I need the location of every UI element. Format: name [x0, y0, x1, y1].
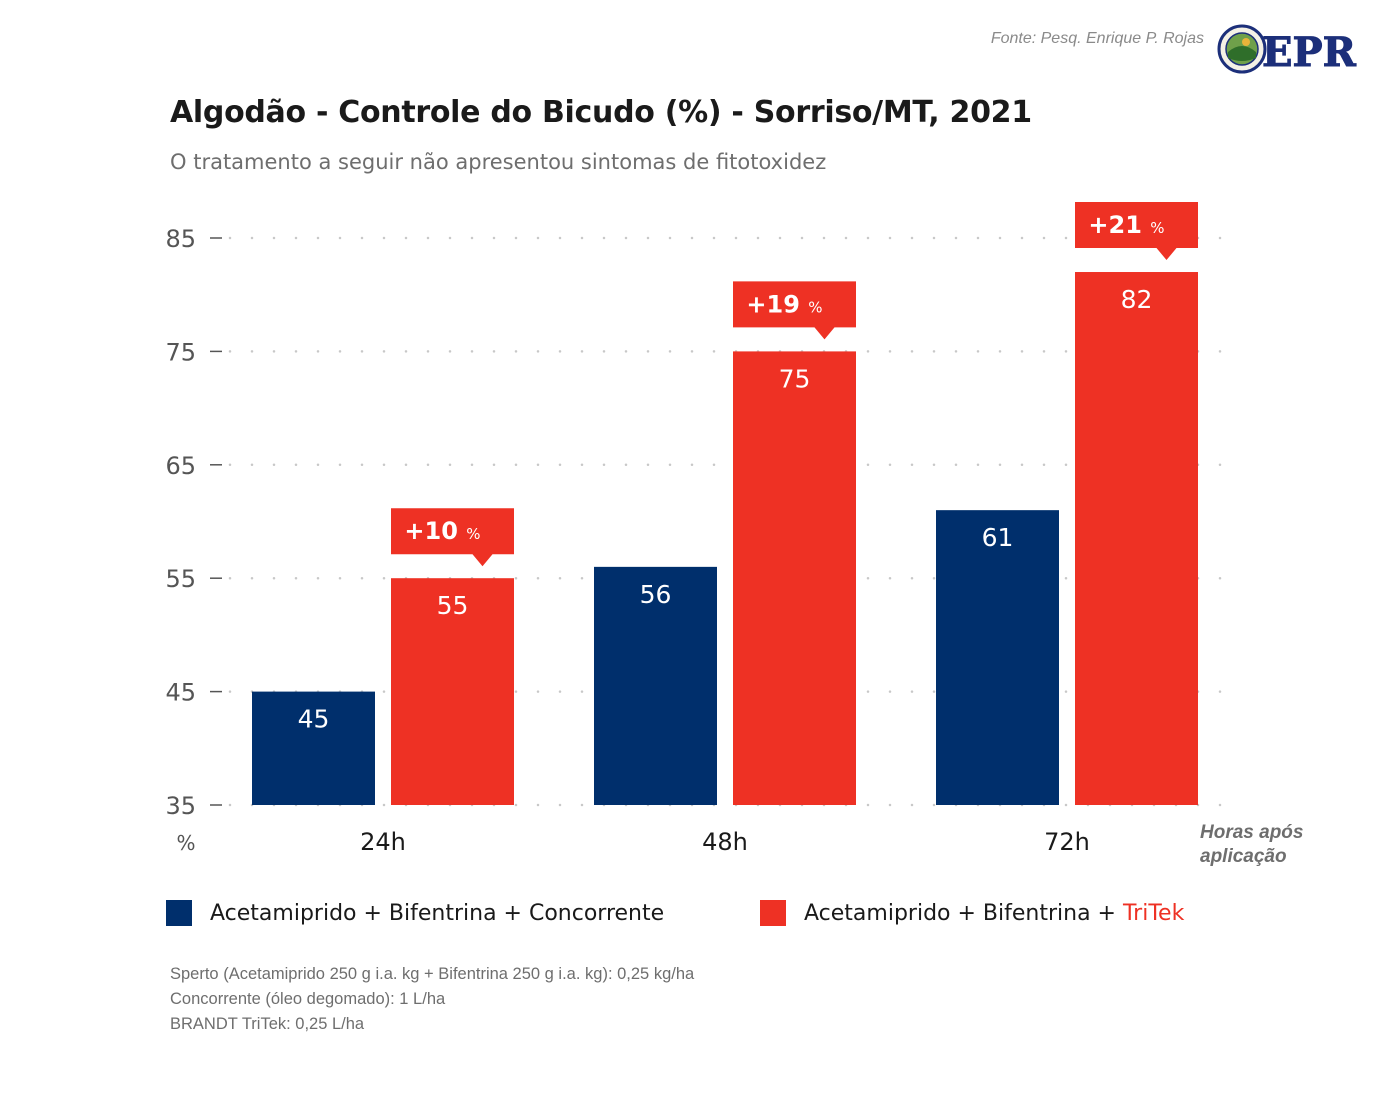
bar-concorrente-48h — [594, 566, 717, 805]
footnotes: Sperto (Acetamiprido 250 g i.a. kg + Bif… — [170, 962, 694, 1037]
legend-label-tritek-prefix: Acetamiprido + Bifentrina + — [804, 900, 1123, 926]
y-tick-label-65: 65 — [165, 452, 196, 480]
x-tick-label-48h: 48h — [702, 828, 748, 856]
increase-badge-72h — [1075, 202, 1198, 261]
increase-label-24h: +10 % — [404, 517, 480, 545]
x-tick-label-72h: 72h — [1044, 828, 1090, 856]
source-credit: Fonte: Pesq. Enrique P. Rojas — [990, 30, 1204, 47]
bar-tritek-48h — [733, 351, 856, 805]
bar-value-tritek-72h: 82 — [1121, 285, 1153, 314]
bar-tritek-24h — [391, 578, 514, 805]
logo-text: EPR — [1262, 29, 1357, 76]
y-tick-label-55: 55 — [165, 565, 196, 593]
legend-item-tritek: Acetamiprido + Bifentrina + TriTek — [760, 900, 1184, 926]
chart-title: Algodão - Controle do Bicudo (%) - Sorri… — [170, 95, 1032, 130]
increase-label-72h: +21 % — [1088, 211, 1164, 239]
y-tick-label-85: 85 — [165, 225, 196, 253]
bar-chart: 35 45 55 65 75 85% Horas após aplicação 24h 45 55 +… — [165, 202, 1303, 867]
bar-value-concorrente-24h: 45 — [298, 705, 330, 734]
increase-badge-24h — [391, 508, 514, 567]
legend-label-concorrente: Acetamiprido + Bifentrina + Concorrente — [210, 900, 665, 926]
footnote-sperto: Sperto (Acetamiprido 250 g i.a. kg + Bif… — [170, 965, 695, 983]
y-tick-label-35: 35 — [165, 792, 196, 820]
increase-badge-48h — [733, 281, 856, 340]
legend-label-tritek: Acetamiprido + Bifentrina + TriTek — [804, 901, 1184, 926]
legend-item-concorrente: Acetamiprido + Bifentrina + Concorrente — [166, 900, 664, 926]
footnote-tritek: BRANDT TriTek: 0,25 L/ha — [170, 1015, 365, 1033]
bar-value-concorrente-72h: 61 — [982, 523, 1014, 552]
bar-concorrente-72h — [936, 510, 1059, 805]
bar-concorrente-24h — [252, 691, 375, 805]
chart-subtitle: O tratamento a seguir não apresentou sin… — [170, 150, 827, 174]
x-axis-label-line1: Horas após — [1200, 822, 1303, 843]
epr-logo: EPR — [1217, 24, 1357, 77]
x-axis-label-line2: aplicação — [1200, 846, 1287, 867]
y-tick-label-45: 45 — [165, 679, 196, 707]
legend-label-tritek-highlight: TriTek — [1122, 900, 1185, 926]
footnote-concorrente: Concorrente (óleo degomado): 1 L/ha — [170, 990, 446, 1008]
bar-value-tritek-48h: 75 — [779, 364, 811, 393]
bar-tritek-72h — [1075, 272, 1198, 805]
x-tick-label-24h: 24h — [360, 828, 406, 856]
y-axis-label: % — [176, 831, 195, 855]
increase-label-48h: +19 % — [746, 290, 822, 318]
legend-swatch-navy — [166, 900, 192, 926]
bar-value-concorrente-48h: 56 — [640, 580, 672, 609]
legend-swatch-red — [760, 900, 786, 926]
bar-value-tritek-24h: 55 — [437, 591, 469, 620]
y-tick-label-75: 75 — [165, 338, 196, 366]
